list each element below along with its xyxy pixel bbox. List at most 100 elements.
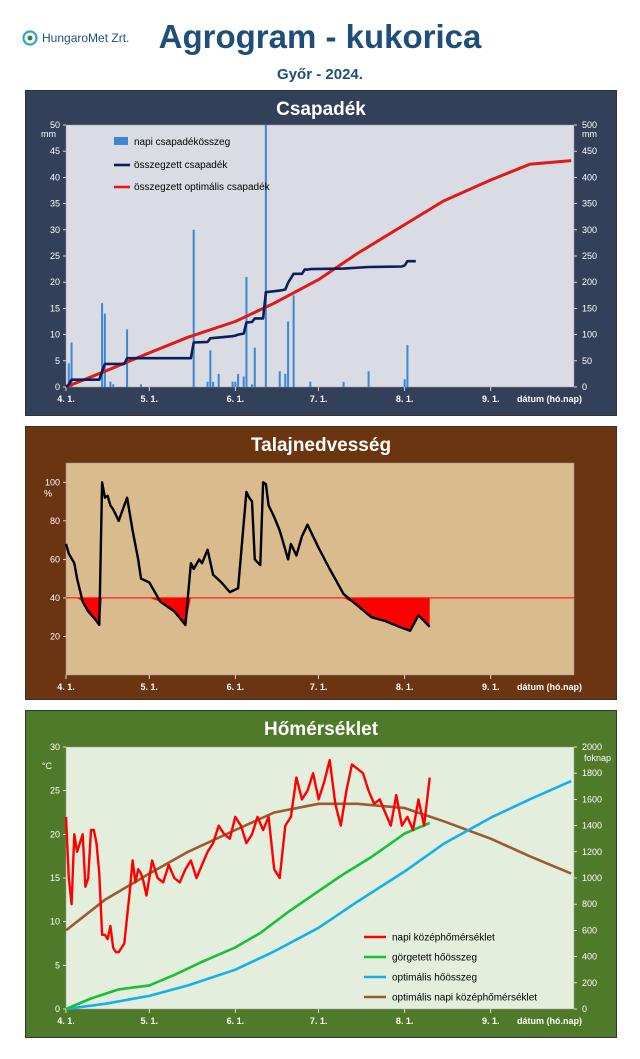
y-tick-label: 50 [50,120,60,130]
y2-tick-label: 1800 [582,768,602,778]
precip-bar [101,303,104,387]
y2-tick-label: 50 [582,356,592,366]
precip-bar [139,384,142,387]
precip-bar [367,371,370,387]
y-tick-label: 20 [50,829,60,839]
temperature-chart: Hőmérséklet 0 5 10 15 20 25 30 0 200 400 600 800 1000… [26,711,616,1037]
precip-bar [112,384,115,387]
daily-mean-temp-line [64,758,431,954]
y-tick-label: 0 [55,382,60,392]
chart-title: Hőmérséklet [264,719,379,740]
x-tick-label: 9. 1. [482,682,500,692]
precip-bar [284,373,287,387]
x-tick-label: 9. 1. [482,394,500,404]
y-tick-label: 25 [50,251,60,261]
y-tick-label: 15 [50,873,60,883]
y2-tick-label: 400 [582,172,597,182]
legend-label: összegzett csapadék [134,160,228,171]
precip-bar [245,276,248,387]
deficit-area [66,597,430,631]
precip-bar [287,321,290,387]
y-tick-label: 35 [50,199,60,209]
y-tick-label: 80 [50,516,60,526]
left-unit-label: mm [41,129,56,139]
precip-bar [234,381,237,387]
x-tick-label: 6. 1. [227,682,245,692]
y2-tick-label: 450 [582,146,597,156]
x-axis-label: dátum (hó.nap) [517,682,582,692]
y-tick-label: 15 [50,303,60,313]
y2-tick-label: 1000 [582,873,602,883]
x-tick-label: 7. 1. [310,682,328,692]
x-tick-label: 8. 1. [396,682,414,692]
x-tick-label: 7. 1. [310,1016,328,1026]
y2-tick-label: 0 [582,1004,587,1014]
plot-area [65,462,575,676]
x-tick-label: 7. 1. [310,394,328,404]
unit-label: % [44,488,52,498]
y2-tick-label: 250 [582,251,597,261]
y2-tick-label: 200 [582,277,597,287]
y2-tick-label: 800 [582,899,597,909]
x-tick-label: 5. 1. [141,394,159,404]
plot-area [65,746,575,1010]
y2-tick-label: 150 [582,303,597,313]
y-tick-label: 30 [50,225,60,235]
y-tick-label: 60 [50,554,60,564]
optimal-cumulative-precip-line [65,159,572,389]
page-title: Agrogram - kukorica [158,18,482,55]
precip-bar [278,371,281,387]
soil-moisture-chart: Talajnedvesség 20 40 60 80 100 4. 1. 5. 1. 6. 1.… [26,427,616,699]
legend-label: görgetett hőösszeg [392,953,477,964]
precip-bar [406,345,409,387]
y-tick-label: 100 [45,477,60,487]
chart-title: Talajnedvesség [251,435,391,456]
legend-label: napi csapadékösszeg [134,137,230,148]
precip-bar [109,381,112,387]
rolling-heat-sum-line [65,821,431,1011]
y2-tick-label: 350 [582,199,597,209]
x-tick-label: 8. 1. [396,394,414,404]
precip-bar [67,363,70,387]
y-tick-label: 5 [55,356,60,366]
y-tick-label: 20 [50,631,60,641]
x-tick-label: 9. 1. [482,1016,500,1026]
legend-label: napi középhőmérséklet [392,933,495,944]
y2-tick-label: 1400 [582,821,602,831]
y2-tick-label: 400 [582,952,597,962]
temperature-panel: Hőmérséklet 0 5 10 15 20 25 30 0 200 400 600 800 1000… [25,710,617,1038]
precip-bar [253,347,256,387]
precip-bar [292,295,295,387]
soil-moisture-panel: Talajnedvesség 20 40 60 80 100 4. 1. 5. 1. 6. 1.… [25,426,617,700]
precip-bar [212,381,215,387]
y2-tick-label: 2000 [582,742,602,752]
logo: HungaroMet Zrt. [22,30,129,46]
legend-swatch [114,137,128,145]
legend-label: összegzett optimális csapadék [134,182,271,193]
chart-title: Csapadék [276,99,366,120]
precipitation-panel: Csapadék 0 5 10 15 20 25 30 35 40 45 50 0 50 100 150 200… [25,90,617,416]
x-axis-label: dátum (hó.nap) [517,394,582,404]
precipitation-chart: Csapadék05101520253035404550050100150200… [26,91,616,415]
precip-bar [237,373,240,387]
plot-area [65,124,575,388]
precip-bar [264,125,267,387]
page-subtitle: Győr - 2024. [277,66,363,83]
y-tick-label: 40 [50,172,60,182]
y-tick-label: 5 [55,960,60,970]
soil-moisture-line [64,481,431,632]
precip-bar [403,379,406,387]
y2-tick-label: 1600 [582,794,602,804]
right-unit-label: mm [582,129,597,139]
y-tick-label: 20 [50,277,60,287]
logo-text: HungaroMet Zrt. [42,31,130,45]
precip-bar [206,381,209,387]
y2-tick-label: 500 [582,120,597,130]
y-tick-label: 40 [50,593,60,603]
left-unit-label: °C [42,761,53,771]
y-tick-label: 30 [50,742,60,752]
precip-bar [192,229,195,387]
y-tick-label: 10 [50,917,60,927]
optimal-heat-sum-line [65,779,572,1011]
y-tick-label: 25 [50,786,60,796]
